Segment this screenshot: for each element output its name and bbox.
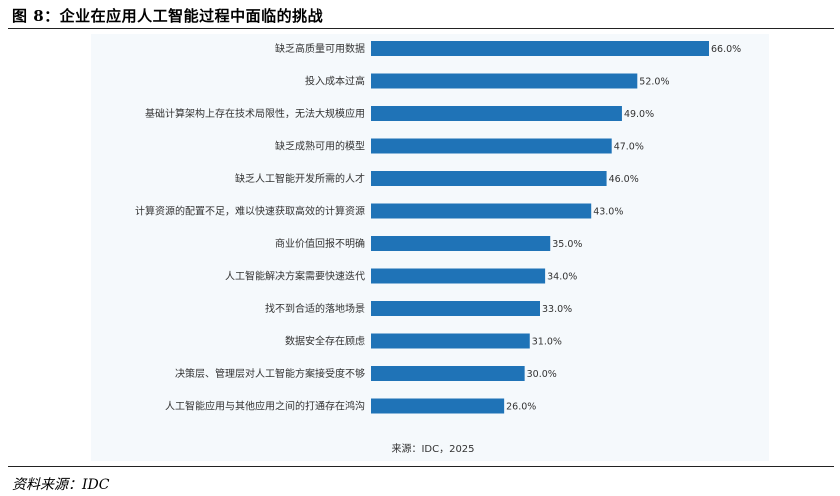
- value-label: 46.0%: [609, 174, 639, 185]
- bar: [371, 398, 505, 414]
- value-label: 47.0%: [614, 142, 644, 153]
- category-label: 决策层、管理层对人工智能方案接受度不够: [175, 367, 365, 380]
- bar-chart: 缺乏高质量可用数据投入成本过高基础计算架构上存在技术局限性，无法大规模应用缺乏成…: [135, 41, 741, 455]
- top-rule: [8, 28, 834, 29]
- bottom-rule: [8, 466, 834, 467]
- category-label: 缺乏高质量可用数据: [275, 42, 365, 55]
- bar: [371, 41, 709, 56]
- bar: [371, 73, 638, 89]
- bars-group: [371, 41, 709, 414]
- category-label: 人工智能应用与其他应用之间的打通存在鸿沟: [165, 400, 365, 413]
- bar: [371, 268, 546, 284]
- bar: [371, 203, 592, 219]
- category-label: 投入成本过高: [305, 75, 365, 88]
- bar: [371, 138, 612, 154]
- value-label: 34.0%: [547, 272, 577, 283]
- category-label: 人工智能解决方案需要快速迭代: [225, 270, 365, 283]
- value-label: 26.0%: [506, 402, 536, 413]
- category-label: 数据安全存在顾虑: [285, 335, 365, 348]
- bar: [371, 236, 551, 251]
- category-label: 缺乏成熟可用的模型: [275, 140, 365, 153]
- chart-source-note: 来源：IDC，2025: [391, 442, 474, 455]
- chart-panel: 缺乏高质量可用数据投入成本过高基础计算架构上存在技术局限性，无法大规模应用缺乏成…: [91, 34, 769, 461]
- value-label: 66.0%: [711, 44, 741, 55]
- value-label: 43.0%: [593, 207, 623, 218]
- bar: [371, 171, 607, 186]
- bar: [371, 301, 540, 316]
- figure-title: 图 8：企业在应用人工智能过程中面临的挑战: [12, 7, 324, 25]
- value-labels-group: 66.0% 52.0% 49.0% 47.0% 46.0% 43.0% 35.0% 34.0%…: [506, 44, 741, 413]
- value-label: 49.0%: [624, 109, 654, 120]
- bar: [371, 366, 525, 381]
- category-label: 缺乏人工智能开发所需的人才: [235, 172, 365, 185]
- category-label: 计算资源的配置不足，难以快速获取高效的计算资源: [135, 205, 365, 218]
- category-label: 基础计算架构上存在技术局限性，无法大规模应用: [145, 107, 365, 120]
- bar: [371, 106, 622, 121]
- footer-source: 资料来源：IDC: [12, 477, 110, 493]
- value-label: 35.0%: [552, 239, 582, 250]
- value-label: 33.0%: [542, 304, 572, 315]
- value-label: 31.0%: [532, 337, 562, 348]
- category-label: 商业价值回报不明确: [275, 237, 365, 250]
- value-label: 30.0%: [527, 369, 557, 380]
- value-label: 52.0%: [639, 77, 669, 88]
- category-label: 找不到合适的落地场景: [265, 302, 365, 315]
- bar: [371, 333, 530, 349]
- category-labels-group: 缺乏高质量可用数据投入成本过高基础计算架构上存在技术局限性，无法大规模应用缺乏成…: [135, 42, 365, 413]
